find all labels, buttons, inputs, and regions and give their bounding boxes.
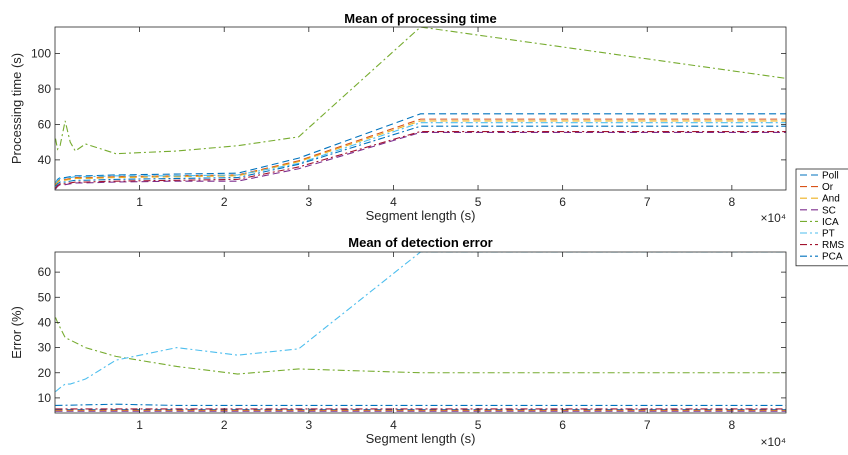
legend-box — [795, 168, 848, 267]
y-tick-label: 40 — [38, 315, 52, 329]
chart-panel-2: 1 2 3 4 5 6 7 8 10 20 30 40 50 60 Mean of detection er… — [9, 235, 787, 449]
x-axis-label: Segment length (s) — [366, 431, 476, 446]
x-tick-label: 3 — [305, 418, 312, 432]
series-line-ica — [55, 317, 786, 375]
plot-area — [55, 252, 786, 413]
series-line-pt — [55, 122, 786, 184]
x-tick-label: 2 — [221, 418, 228, 432]
series-line-poll — [55, 113, 786, 184]
x-tick-label: 6 — [559, 195, 566, 209]
legend-item-pca: PCA — [800, 252, 843, 263]
x-tick-label: 1 — [136, 418, 143, 432]
series-line-or — [55, 118, 786, 185]
y-tick-label: 20 — [38, 366, 52, 380]
series-line-pca — [55, 125, 786, 187]
x-axis-label: Segment length (s) — [366, 208, 476, 223]
x-tick-label: 8 — [729, 195, 736, 209]
legend-label: ICA — [822, 217, 839, 228]
axes-box — [54, 251, 787, 414]
y-tick-label: 80 — [38, 82, 52, 96]
x-tick-label: 5 — [475, 418, 482, 432]
chart-panel-1: 1 2 3 4 5 6 7 8 40 60 80 100 Mean of processing time… — [9, 11, 787, 225]
legend-item-pt: PT — [800, 229, 835, 240]
series-line-rms — [55, 130, 786, 189]
legend-item-sc: SC — [800, 205, 836, 216]
x-tick-label: 7 — [644, 418, 651, 432]
y-tick-label: 60 — [38, 117, 52, 131]
legend-label: SC — [822, 205, 836, 216]
legend-label: And — [822, 194, 840, 205]
legend-item-rms: RMS — [800, 240, 845, 251]
series-line-pca — [55, 403, 786, 407]
y-tick-label: 40 — [38, 153, 52, 167]
series-line-ica — [55, 27, 786, 155]
x-tick-label: 8 — [729, 418, 736, 432]
x-tick-label: 7 — [644, 195, 651, 209]
x-tick-label: 5 — [475, 195, 482, 209]
legend-item-or: Or — [800, 182, 834, 193]
legend-label: PCA — [822, 252, 843, 263]
x-tick-label: 6 — [559, 418, 566, 432]
x-tick-label: 3 — [305, 195, 312, 209]
legend-label: Poll — [822, 171, 839, 182]
x-tick-label: 1 — [136, 195, 143, 209]
series-line-and — [55, 120, 786, 186]
legend-label: PT — [822, 229, 835, 240]
legend-label: RMS — [822, 240, 845, 251]
legend-label: Or — [822, 182, 834, 193]
x-tick-label: 4 — [390, 418, 397, 432]
x-tick-label: 2 — [221, 195, 228, 209]
legend-item-ica: ICA — [800, 217, 839, 228]
x-tick-label: 4 — [390, 195, 397, 209]
y-axis-label: Processing time (s) — [9, 53, 24, 164]
series-group — [55, 27, 786, 190]
legend-item-and: And — [800, 194, 840, 205]
y-axis-label: Error (%) — [9, 306, 24, 359]
axes-box — [54, 26, 787, 191]
y-tick-label: 100 — [31, 47, 51, 61]
x-multiplier-label: ×10⁴ — [760, 211, 786, 225]
chart-title: Mean of detection error — [348, 235, 492, 250]
series-line-pt — [55, 252, 786, 393]
y-tick-label: 50 — [38, 290, 52, 304]
chart-title: Mean of processing time — [344, 11, 496, 26]
y-tick-label: 30 — [38, 341, 52, 355]
legend-item-poll: Poll — [800, 171, 839, 182]
y-tick-label: 10 — [38, 391, 52, 405]
x-multiplier-label: ×10⁴ — [760, 435, 786, 449]
series-line-sc — [55, 131, 786, 190]
series-group — [55, 252, 786, 412]
y-tick-label: 60 — [38, 265, 52, 279]
plot-area — [55, 27, 786, 190]
